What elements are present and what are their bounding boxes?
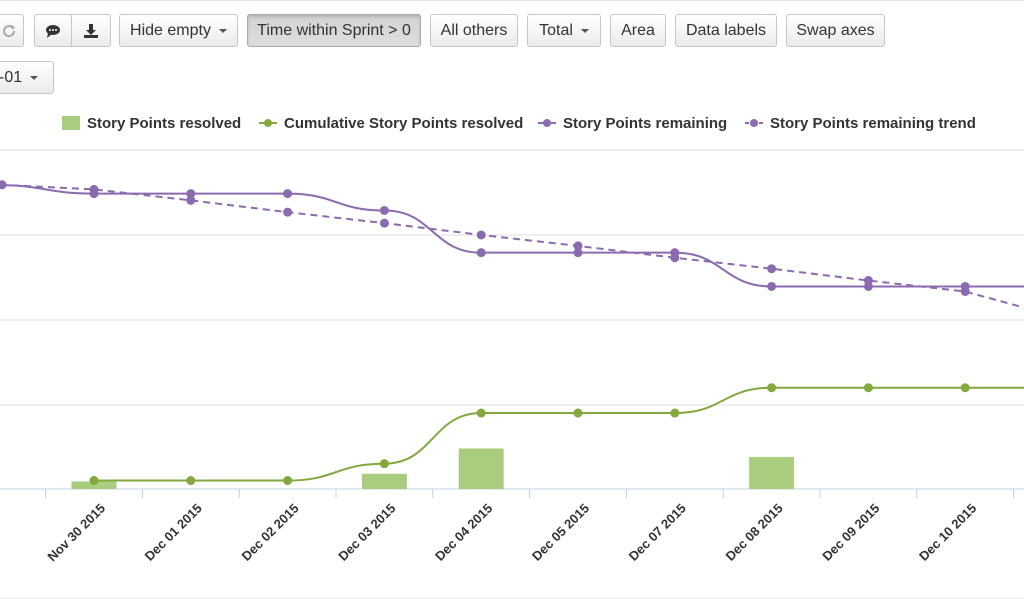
swap-axes-label: Swap axes <box>796 22 875 39</box>
point-cumulative-story-points-resolved <box>283 476 293 486</box>
top-border <box>0 0 1024 1</box>
swap-axes-button[interactable]: Swap axes <box>786 14 885 47</box>
refresh-icon <box>3 25 16 38</box>
date-select-value: -01 <box>0 69 23 86</box>
time-within-sprint-label: Time within Sprint > 0 <box>257 22 411 39</box>
point-cumulative-story-points-resolved <box>670 408 680 418</box>
x-tick-label: Dec 09 2015 <box>819 501 882 564</box>
download-icon <box>84 24 98 38</box>
point-cumulative-story-points-resolved <box>863 383 873 393</box>
bar-story-points-resolved <box>749 456 795 489</box>
point-cumulative-story-points-resolved <box>186 476 196 486</box>
download-button[interactable] <box>71 14 111 47</box>
point-story-points-remaining-trend <box>186 195 196 205</box>
point-cumulative-story-points-resolved <box>960 383 970 393</box>
point-story-points-remaining-trend <box>960 287 970 297</box>
x-tick-label: Dec 08 2015 <box>722 501 785 564</box>
point-cumulative-story-points-resolved <box>767 383 777 393</box>
total-label: Total <box>539 22 573 39</box>
line-story-points-remaining <box>0 184 1024 288</box>
line-cumulative-story-points-resolved <box>94 386 1024 482</box>
legend-label: Story Points resolved <box>87 115 241 132</box>
chevron-down-icon <box>30 75 39 80</box>
chevron-down-icon <box>580 28 589 33</box>
point-story-points-remaining <box>379 205 389 215</box>
all-others-button[interactable]: All others <box>430 14 518 47</box>
point-story-points-remaining-trend <box>670 253 680 263</box>
point-story-points-remaining-trend <box>573 241 583 251</box>
refresh-button[interactable] <box>0 14 24 47</box>
point-story-points-remaining <box>476 248 486 258</box>
total-dropdown[interactable]: Total <box>527 14 601 47</box>
x-tick-label: Dec 04 2015 <box>432 501 495 564</box>
point-story-points-remaining <box>573 248 583 258</box>
legend-swatch-marker <box>264 119 272 127</box>
x-tick-label: Dec 02 2015 <box>238 501 301 564</box>
point-cumulative-story-points-resolved <box>89 476 99 486</box>
point-story-points-remaining <box>186 189 196 199</box>
legend-label: Story Points remaining <box>563 115 727 132</box>
bar-story-points-resolved <box>458 448 504 489</box>
point-cumulative-story-points-resolved <box>573 408 583 418</box>
hide-empty-label: Hide empty <box>130 22 211 39</box>
point-story-points-remaining <box>283 189 293 199</box>
date-select[interactable]: -01 <box>0 61 54 94</box>
point-story-points-remaining-trend <box>476 230 486 240</box>
bar-story-points-resolved <box>361 473 407 489</box>
point-cumulative-story-points-resolved <box>379 459 389 469</box>
area-button[interactable]: Area <box>610 14 666 47</box>
hide-empty-dropdown[interactable]: Hide empty <box>119 14 238 47</box>
time-within-sprint-toggle[interactable]: Time within Sprint > 0 <box>247 14 421 47</box>
point-story-points-remaining-trend <box>283 207 293 217</box>
x-tick-label: Dec 07 2015 <box>626 501 689 564</box>
data-labels-label: Data labels <box>685 22 767 39</box>
point-story-points-remaining-trend <box>0 180 7 190</box>
comment-button[interactable] <box>34 14 72 47</box>
legend-label: Cumulative Story Points resolved <box>284 115 523 132</box>
point-story-points-remaining-trend <box>89 184 99 194</box>
x-tick-label: Dec 03 2015 <box>335 501 398 564</box>
x-tick-label: Dec 10 2015 <box>916 501 979 564</box>
x-tick-label: Nov 30 2015 <box>44 501 108 565</box>
area-label: Area <box>621 22 655 39</box>
legend-swatch-bar <box>62 116 80 130</box>
point-story-points-remaining-trend <box>863 276 873 286</box>
point-story-points-remaining-trend <box>767 264 777 274</box>
legend-swatch-marker <box>750 119 758 127</box>
chevron-down-icon <box>218 28 227 33</box>
bar-story-points-resolved <box>71 481 117 489</box>
legend-label: Story Points remaining trend <box>770 115 976 132</box>
comment-icon <box>46 25 60 38</box>
point-story-points-remaining-trend <box>379 218 389 228</box>
all-others-label: All others <box>440 22 508 39</box>
x-tick-label: Dec 01 2015 <box>142 501 205 564</box>
line-story-points-remaining-trend <box>0 183 1024 309</box>
point-story-points-remaining <box>767 281 777 291</box>
legend-swatch-marker <box>543 119 551 127</box>
point-cumulative-story-points-resolved <box>476 408 486 418</box>
x-tick-label: Dec 05 2015 <box>529 501 592 564</box>
data-labels-button[interactable]: Data labels <box>675 14 777 47</box>
